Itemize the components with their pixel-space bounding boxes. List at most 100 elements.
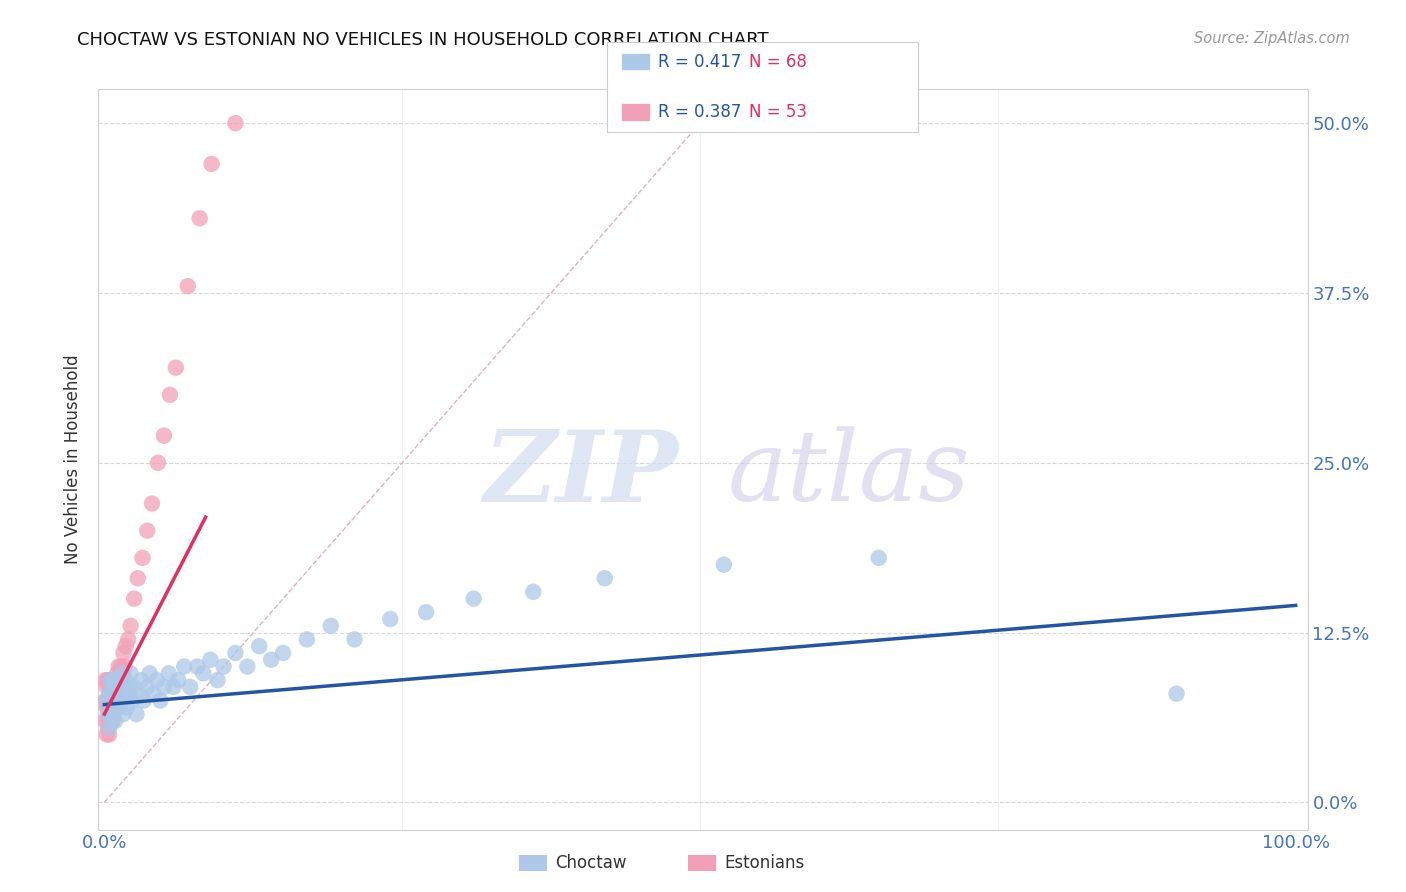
Point [101, 707, 124, 722]
Point [103, 673, 125, 687]
Point [146, 673, 169, 687]
Y-axis label: No Vehicles in Household: No Vehicles in Household [65, 354, 83, 565]
Point [153, 680, 176, 694]
Point [224, 116, 246, 130]
Point [100, 707, 122, 722]
Point [177, 279, 200, 293]
Point [98, 700, 121, 714]
Point [100, 687, 122, 701]
Point [193, 666, 215, 681]
Point [97, 673, 120, 687]
Point [122, 591, 145, 606]
Point [94, 693, 117, 707]
Point [260, 653, 283, 667]
Point [295, 632, 318, 647]
Point [96, 693, 118, 707]
Point [188, 211, 211, 226]
Point [101, 680, 124, 694]
Point [224, 646, 246, 660]
Point [271, 646, 294, 660]
Point [107, 666, 129, 681]
Point [98, 693, 121, 707]
Point [105, 680, 128, 694]
Point [136, 524, 159, 538]
Text: ZIP: ZIP [484, 426, 679, 523]
Point [100, 687, 122, 701]
Point [114, 687, 136, 701]
Text: Estonians: Estonians [724, 854, 804, 871]
Point [111, 693, 134, 707]
Point [98, 700, 121, 714]
Point [118, 680, 141, 694]
Point [101, 714, 124, 728]
Point [105, 673, 128, 687]
Point [107, 687, 129, 701]
Point [110, 659, 132, 673]
Text: R = 0.417: R = 0.417 [658, 53, 741, 70]
Text: CHOCTAW VS ESTONIAN NO VEHICLES IN HOUSEHOLD CORRELATION CHART: CHOCTAW VS ESTONIAN NO VEHICLES IN HOUSE… [77, 31, 769, 49]
Point [103, 700, 125, 714]
Point [115, 700, 138, 714]
Point [122, 680, 145, 694]
Point [463, 591, 485, 606]
Point [104, 680, 127, 694]
Point [107, 673, 129, 687]
Point [132, 693, 155, 707]
Point [117, 632, 139, 647]
Text: Choctaw: Choctaw [555, 854, 627, 871]
Point [380, 612, 402, 626]
Point [236, 659, 259, 673]
Point [98, 727, 121, 741]
Point [107, 687, 129, 701]
Text: Source: ZipAtlas.com: Source: ZipAtlas.com [1194, 31, 1350, 46]
Point [200, 157, 222, 171]
Point [142, 687, 165, 701]
Text: N = 53: N = 53 [749, 103, 807, 121]
Point [94, 714, 117, 728]
Point [212, 659, 235, 673]
Point [98, 673, 121, 687]
Point [104, 700, 127, 714]
Point [98, 680, 121, 694]
Point [713, 558, 735, 572]
Point [112, 646, 135, 660]
Point [415, 605, 437, 619]
Point [94, 673, 117, 687]
Point [157, 666, 180, 681]
Point [114, 659, 136, 673]
Point [128, 687, 150, 701]
Point [98, 673, 121, 687]
Point [96, 700, 118, 714]
Point [101, 680, 124, 694]
Point [107, 693, 129, 707]
Point [98, 714, 121, 728]
Point [173, 659, 195, 673]
Point [104, 693, 127, 707]
Point [98, 721, 121, 735]
Point [125, 707, 148, 722]
Text: R = 0.387: R = 0.387 [658, 103, 741, 121]
Point [103, 687, 125, 701]
Point [105, 693, 128, 707]
Point [153, 428, 176, 442]
Point [319, 619, 342, 633]
Point [141, 496, 163, 510]
Point [121, 693, 143, 707]
Point [100, 700, 122, 714]
Point [104, 714, 127, 728]
Point [207, 673, 229, 687]
Point [159, 388, 181, 402]
Point [110, 680, 132, 694]
Point [146, 456, 169, 470]
Point [200, 653, 222, 667]
Point [97, 714, 120, 728]
Point [105, 700, 128, 714]
Point [1166, 687, 1188, 701]
Point [111, 666, 134, 681]
Point [97, 721, 120, 735]
Point [167, 673, 190, 687]
Point [868, 550, 890, 565]
Point [127, 571, 149, 585]
Point [165, 360, 187, 375]
Point [186, 659, 208, 673]
